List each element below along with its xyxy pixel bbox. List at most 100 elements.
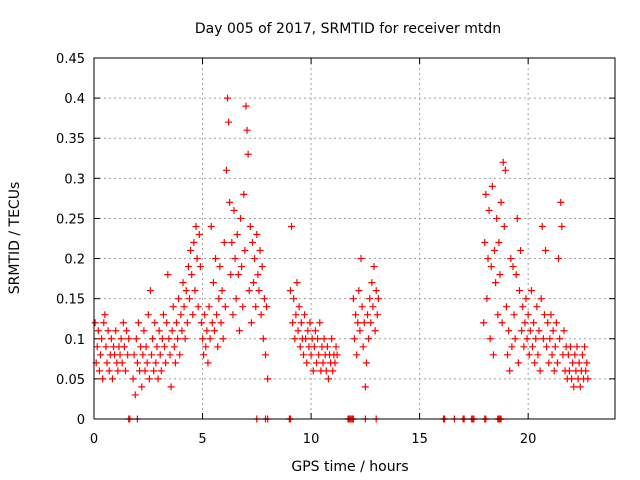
- data-point: [161, 343, 169, 351]
- data-point: [362, 359, 370, 367]
- data-point: [301, 311, 309, 319]
- data-point: [481, 239, 489, 247]
- data-point: [332, 343, 340, 351]
- data-point: [523, 335, 531, 343]
- data-point: [502, 303, 510, 311]
- x-tick-label: 20: [520, 432, 537, 447]
- data-point: [251, 255, 259, 263]
- data-point: [364, 311, 372, 319]
- data-point: [107, 335, 115, 343]
- data-point: [313, 359, 321, 367]
- data-point: [184, 263, 192, 271]
- data-point: [117, 335, 125, 343]
- data-point: [529, 343, 537, 351]
- data-point: [546, 335, 554, 343]
- data-point: [186, 295, 194, 303]
- y-tick-label: 0.35: [56, 132, 85, 147]
- data-point: [179, 279, 187, 287]
- data-point: [124, 351, 132, 359]
- data-point: [174, 335, 182, 343]
- data-point: [112, 327, 120, 335]
- data-point: [149, 335, 157, 343]
- data-point: [494, 311, 502, 319]
- data-point: [264, 375, 272, 383]
- data-point: [359, 343, 367, 351]
- data-point: [121, 367, 129, 375]
- data-point: [256, 247, 264, 255]
- x-tick-labels: 0 5 10 15 20: [90, 432, 537, 447]
- data-point: [540, 311, 548, 319]
- data-point: [148, 351, 156, 359]
- data-point: [210, 327, 218, 335]
- data-point: [499, 158, 507, 166]
- data-point: [100, 319, 108, 327]
- data-point: [242, 102, 250, 110]
- data-point: [120, 343, 128, 351]
- data-point: [150, 367, 158, 375]
- data-point: [519, 303, 527, 311]
- data-point: [293, 279, 301, 287]
- data-point: [289, 319, 297, 327]
- data-point: [241, 247, 249, 255]
- data-point: [525, 351, 533, 359]
- data-point: [182, 287, 190, 295]
- data-point: [220, 239, 228, 247]
- data-point: [135, 319, 143, 327]
- data-point: [195, 230, 203, 238]
- data-point: [101, 311, 109, 319]
- data-point: [234, 271, 242, 279]
- data-point: [187, 247, 195, 255]
- data-point: [531, 359, 539, 367]
- x-tick-label: 15: [411, 432, 428, 447]
- data-point: [515, 287, 523, 295]
- data-point: [303, 359, 311, 367]
- y-tick-labels: 0 0.05 0.1 0.15 0.2 0.25 0.3 0.35 0.4 0.45: [56, 52, 85, 428]
- data-point: [513, 214, 521, 222]
- data-point: [535, 327, 543, 335]
- data-point: [532, 335, 540, 343]
- data-point: [165, 335, 173, 343]
- data-point: [221, 303, 229, 311]
- data-point: [496, 271, 504, 279]
- data-point: [93, 343, 101, 351]
- data-point: [333, 351, 341, 359]
- data-point: [116, 351, 124, 359]
- data-point: [202, 343, 210, 351]
- data-point: [357, 255, 365, 263]
- data-point: [493, 214, 501, 222]
- data-point: [571, 351, 579, 359]
- data-point: [537, 295, 545, 303]
- data-point: [360, 319, 368, 327]
- data-point: [558, 222, 566, 230]
- data-point: [366, 295, 374, 303]
- data-point: [299, 351, 307, 359]
- data-point: [227, 271, 235, 279]
- data-point: [542, 247, 550, 255]
- data-point: [131, 391, 139, 399]
- data-point: [353, 351, 361, 359]
- data-point: [226, 198, 234, 206]
- data-point: [349, 295, 357, 303]
- data-point: [141, 367, 149, 375]
- data-point: [544, 319, 552, 327]
- data-point: [105, 367, 113, 375]
- y-tick-label: 0.1: [64, 333, 85, 348]
- data-point: [132, 335, 140, 343]
- data-point: [576, 383, 584, 391]
- data-point: [536, 367, 544, 375]
- data-point: [583, 359, 591, 367]
- data-point: [365, 335, 373, 343]
- data-point: [214, 343, 222, 351]
- data-point: [228, 239, 236, 247]
- data-point: [547, 311, 555, 319]
- data-point: [306, 319, 314, 327]
- data-point: [172, 319, 180, 327]
- data-point: [569, 359, 577, 367]
- data-point: [159, 311, 167, 319]
- data-point: [188, 271, 196, 279]
- y-tick-label: 0.25: [56, 212, 85, 227]
- data-point: [495, 239, 503, 247]
- data-point: [194, 303, 202, 311]
